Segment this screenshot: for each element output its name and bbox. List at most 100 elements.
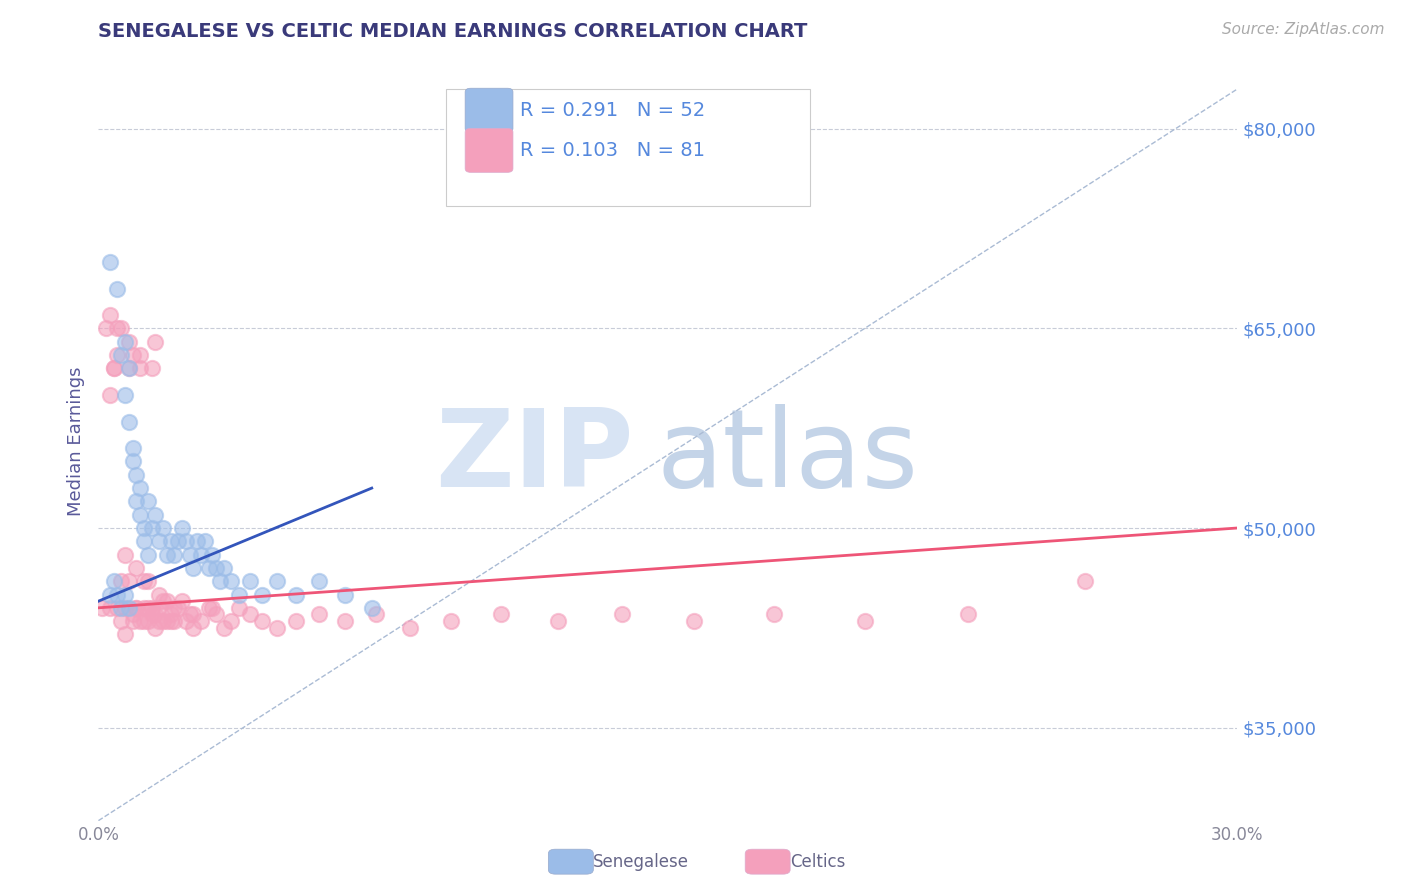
Point: [118, 361, 141, 376]
Point: [239, 574, 262, 589]
Point: [114, 627, 136, 641]
Point: [136, 600, 159, 615]
Point: [118, 361, 141, 376]
Point: [132, 574, 155, 589]
Point: [364, 607, 387, 622]
Point: [250, 587, 273, 601]
Point: [132, 600, 155, 615]
Point: [179, 607, 201, 622]
Point: [98, 587, 121, 601]
Point: [121, 441, 143, 455]
Point: [145, 508, 167, 522]
Point: [201, 600, 224, 615]
Point: [174, 534, 197, 549]
Point: [129, 361, 152, 376]
Point: [152, 614, 174, 628]
Point: [114, 334, 136, 349]
Point: [148, 614, 170, 628]
Point: [136, 614, 159, 628]
Point: [110, 600, 132, 615]
Point: [103, 574, 125, 589]
Point: [94, 321, 117, 335]
Point: [121, 614, 143, 628]
Point: [148, 600, 170, 615]
Point: [228, 587, 250, 601]
FancyBboxPatch shape: [465, 88, 513, 132]
Point: [141, 607, 163, 622]
Point: [129, 508, 152, 522]
Point: [239, 607, 262, 622]
Point: [159, 614, 181, 628]
Point: [159, 607, 181, 622]
Point: [132, 614, 155, 628]
Point: [114, 600, 136, 615]
Point: [489, 607, 512, 622]
Point: [125, 600, 148, 615]
Point: [956, 607, 979, 622]
Point: [145, 607, 167, 622]
Point: [205, 561, 228, 575]
Point: [125, 494, 148, 508]
Point: [110, 574, 132, 589]
Point: [114, 587, 136, 601]
Point: [103, 361, 125, 376]
Point: [145, 621, 167, 635]
Point: [118, 600, 141, 615]
Point: [136, 494, 159, 508]
Point: [121, 454, 143, 468]
Point: [440, 614, 463, 628]
Point: [190, 548, 212, 562]
Point: [114, 388, 136, 402]
Point: [212, 561, 235, 575]
Point: [179, 548, 201, 562]
Point: [266, 621, 288, 635]
Point: [107, 282, 129, 296]
Point: [107, 600, 129, 615]
Point: [156, 614, 179, 628]
Point: [163, 548, 186, 562]
Point: [221, 614, 243, 628]
Point: [156, 548, 179, 562]
Point: [148, 587, 170, 601]
Point: [98, 255, 121, 269]
Point: [201, 548, 224, 562]
Point: [197, 600, 219, 615]
Point: [683, 614, 706, 628]
Point: [308, 574, 330, 589]
Point: [398, 621, 420, 635]
Point: [186, 534, 208, 549]
Point: [118, 334, 141, 349]
Point: [212, 621, 235, 635]
Point: [205, 607, 228, 622]
Point: [91, 600, 114, 615]
Point: [125, 467, 148, 482]
Point: [163, 600, 186, 615]
Point: [121, 348, 143, 362]
Point: [114, 548, 136, 562]
Point: [152, 594, 174, 608]
Point: [110, 348, 132, 362]
Point: [136, 548, 159, 562]
Point: [98, 388, 121, 402]
Point: [103, 361, 125, 376]
Point: [132, 534, 155, 549]
Point: [183, 607, 205, 622]
Point: [190, 614, 212, 628]
Point: [129, 614, 152, 628]
Point: [266, 574, 288, 589]
Point: [129, 348, 152, 362]
Point: [183, 561, 205, 575]
Point: [148, 534, 170, 549]
Point: [1074, 574, 1097, 589]
Point: [183, 621, 205, 635]
Point: [763, 607, 786, 622]
Point: [141, 521, 163, 535]
Point: [167, 534, 190, 549]
Point: [335, 614, 357, 628]
Point: [98, 308, 121, 322]
Point: [107, 587, 129, 601]
Point: [121, 607, 143, 622]
Point: [208, 574, 231, 589]
Point: [98, 600, 121, 615]
Point: [125, 600, 148, 615]
